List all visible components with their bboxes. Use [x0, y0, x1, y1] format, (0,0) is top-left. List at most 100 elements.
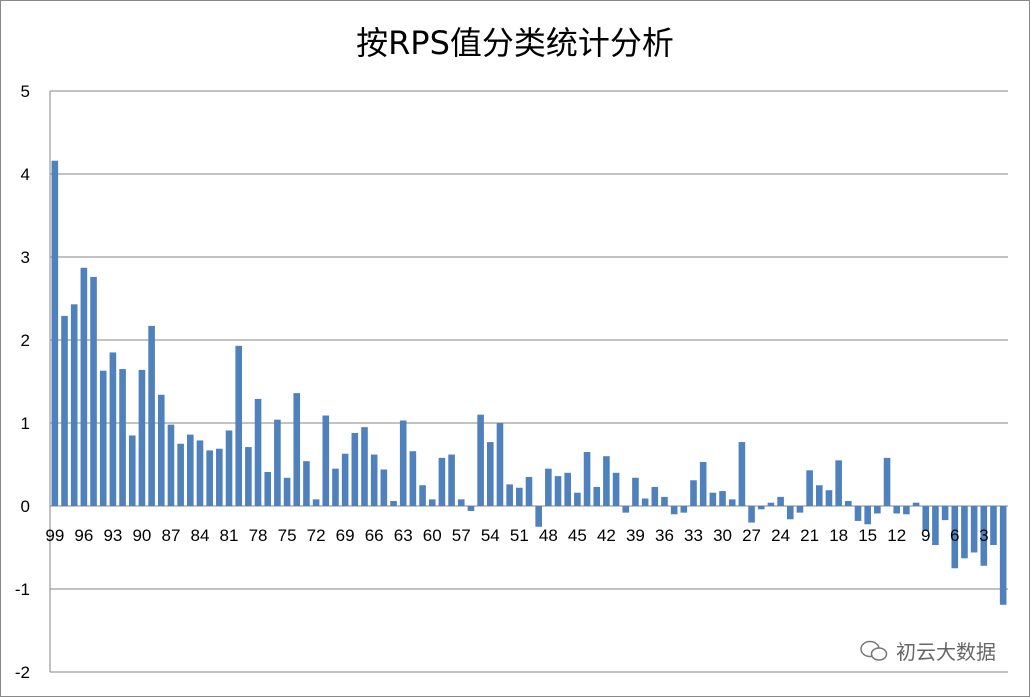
bar-64 — [390, 501, 397, 506]
x-tick-label: 72 — [307, 526, 326, 545]
x-tick-label: 45 — [568, 526, 587, 545]
bar-69 — [341, 453, 349, 506]
bar-97 — [70, 304, 78, 506]
y-tick-label: 0 — [21, 497, 30, 516]
bar-73 — [303, 461, 310, 506]
chart-title: 按RPS值分类统计分析 — [356, 24, 674, 62]
y-tick-label: 3 — [21, 248, 30, 267]
x-tick-label: 42 — [597, 526, 616, 545]
bar-18 — [835, 460, 842, 506]
bar-13 — [883, 457, 891, 506]
bar-92 — [119, 369, 126, 506]
bar-35 — [670, 506, 678, 515]
bar-94 — [99, 370, 107, 506]
bar-59 — [438, 457, 446, 506]
bar-98 — [61, 315, 68, 506]
bar-63 — [399, 420, 407, 506]
bar-27 — [748, 506, 755, 523]
bar-16 — [854, 506, 862, 521]
x-tick-label: 87 — [161, 526, 180, 545]
x-tick-label: 60 — [423, 526, 442, 545]
bar-45 — [574, 492, 581, 506]
bar-4 — [970, 506, 978, 553]
x-tick-label: 18 — [829, 526, 848, 545]
bar-70 — [332, 468, 339, 506]
bar-26 — [757, 506, 765, 510]
bar-72 — [312, 499, 320, 506]
bar-39 — [632, 477, 639, 506]
bar-23 — [786, 506, 794, 520]
wechat-icon — [860, 640, 888, 661]
x-tick-label: 96 — [74, 526, 93, 545]
bar-9 — [922, 506, 930, 531]
bar-41 — [612, 472, 620, 506]
bar-80 — [235, 345, 242, 506]
x-tick-label: 51 — [510, 526, 529, 545]
bar-52 — [506, 484, 513, 506]
bar-6 — [951, 506, 959, 569]
bar-53 — [496, 423, 504, 506]
x-tick-label: 39 — [626, 526, 645, 545]
y-tick-label: 2 — [21, 331, 30, 350]
bar-62 — [409, 451, 417, 506]
bar-25 — [767, 502, 775, 506]
bar-88 — [157, 394, 165, 506]
x-tick-label: 54 — [481, 526, 500, 545]
bar-28 — [738, 442, 746, 506]
bar-5 — [961, 506, 968, 559]
bar-46 — [564, 472, 572, 506]
bar-96 — [80, 267, 88, 506]
x-tick-label: 27 — [742, 526, 761, 545]
bar-32 — [699, 462, 707, 506]
watermark: 初云大数据 — [860, 636, 996, 665]
bar-54 — [486, 442, 494, 506]
bar-40 — [622, 506, 630, 513]
bar-77 — [264, 471, 272, 506]
bar-93 — [109, 352, 117, 506]
bar-44 — [583, 452, 591, 506]
x-tick-label: 69 — [336, 526, 355, 545]
bar-57 — [457, 499, 465, 506]
bar-47 — [554, 476, 562, 506]
bar-81 — [225, 430, 233, 506]
x-tick-label: 48 — [539, 526, 558, 545]
bar-55 — [477, 414, 484, 506]
bar-42 — [603, 456, 610, 506]
x-tick-label: 9 — [921, 526, 930, 545]
bar-68 — [351, 432, 359, 506]
x-tick-label: 57 — [452, 526, 471, 545]
y-tick-label: 1 — [21, 414, 30, 433]
x-tick-label: 15 — [858, 526, 877, 545]
bar-12 — [893, 506, 901, 514]
x-tick-label: 75 — [278, 526, 297, 545]
bar-95 — [90, 276, 97, 506]
bar-51 — [516, 487, 523, 506]
bar-34 — [680, 506, 688, 513]
bar-14 — [874, 506, 881, 514]
bar-1 — [999, 506, 1007, 605]
y-tick-label: 4 — [21, 165, 30, 184]
x-tick-label: 93 — [103, 526, 122, 545]
bar-48 — [545, 468, 552, 506]
bar-24 — [777, 496, 784, 506]
bar-89 — [148, 325, 155, 506]
bar-85 — [187, 434, 194, 506]
x-tick-label: 63 — [394, 526, 413, 545]
bar-99 — [51, 160, 59, 506]
bar-79 — [245, 447, 252, 506]
bar-10 — [912, 502, 920, 506]
bar-49 — [535, 506, 542, 527]
bar-50 — [525, 476, 533, 506]
bar-65 — [380, 469, 388, 506]
bar-2 — [990, 506, 997, 546]
bar-20 — [816, 485, 823, 506]
x-tick-label: 36 — [655, 526, 674, 545]
bar-82 — [216, 448, 223, 506]
bar-75 — [283, 477, 291, 506]
bar-71 — [322, 415, 330, 506]
bar-83 — [206, 450, 213, 506]
x-tick-label: 21 — [800, 526, 819, 545]
bar-43 — [593, 486, 601, 506]
x-tick-label: 6 — [950, 526, 959, 545]
